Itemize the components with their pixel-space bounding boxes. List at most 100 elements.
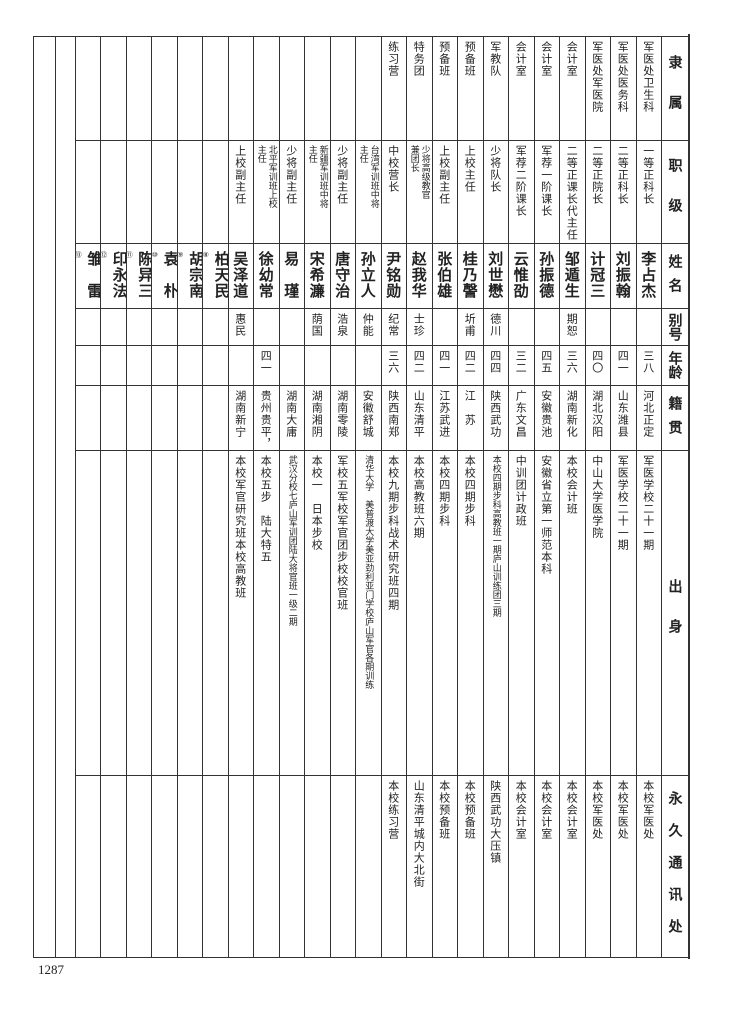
cell-address [151,775,177,957]
cell-rank: 少将副主任 [330,140,356,243]
record-origin: 本校四期步科高教班一期庐山训练团三期 [490,455,501,617]
cell-age: 四五 [534,345,560,385]
record-origin-text: 中训团计政班 [514,455,528,527]
record-name: 尹铭勋 [384,251,402,299]
rank-line: 二等正课长代主任 [565,145,579,241]
cell-native [151,385,177,450]
record-affiliation-text: 特务团 [412,41,426,77]
record-native: 广东文昌 [514,390,527,438]
record-origin-text: 本校九期步科战术研究班四期 [386,455,400,611]
record-alias: 浩泉 [336,313,349,337]
record-age: 四四 [489,350,502,374]
record-affiliation: 会计室 [565,41,578,77]
cell-origin [100,450,126,775]
record-age-text: 四五 [539,350,553,374]
cell-native: 山东潍县 [610,385,636,450]
record-address: 本校军医处 [642,780,655,840]
record-age-text: 三六 [565,350,579,374]
record-age: 三六 [387,350,400,374]
record-alias: 德川 [489,313,502,337]
cell-age [100,345,126,385]
cell-address: 本校军医处 [636,775,662,957]
record-origin-text: 本校四期步科高教班一期庐山训练团三期 [490,455,501,617]
cell-origin: 中山大学医学院 [585,450,611,775]
header-label: 隶属 [666,54,683,135]
header-address: 永久通讯处 [661,775,688,957]
footnote-marker: ⑩ [151,251,159,260]
cell-affiliation: 特务团 [406,36,432,140]
record-native: 湖南零陵 [336,390,349,438]
column-divider [55,36,56,957]
record-native-text: 安徽贵池 [539,390,553,438]
rank-line: 上校副主任 [437,145,451,205]
column-divider [533,36,535,957]
record-rank: 一等正科长 [642,145,655,205]
cell-address [330,775,356,957]
record-name: 桂乃謦 [461,251,479,299]
record-native-text: 陕西南郑 [386,390,400,438]
header-label: 别号 [666,312,683,341]
record-alias-text: 士珍 [412,313,426,337]
record-origin: 军校五军校军官团步校校官班 [336,455,349,611]
cell-age: 四二 [457,345,483,385]
record-name: 赵我华 [410,251,428,299]
cell-age: 三二 [508,345,534,385]
cell-native: 山东清平 [406,385,432,450]
record-origin: 军医学校二十一期 [616,455,629,551]
cell-age [126,345,152,385]
rank-line: 中校营长 [386,145,400,193]
cell-address [75,775,101,957]
cell-age [279,345,305,385]
record-name-text: 胡宗南 [187,251,202,299]
footnote-marker: ⑨ [176,251,185,260]
cell-address: 本校会计室 [508,775,534,957]
record-name: 李占杰 [639,251,657,299]
record-native-text: 湖南新宁 [233,390,247,438]
record-native: 安徽贵池 [540,390,553,438]
record-rank: 中校营长 [387,145,400,193]
cell-address [228,775,254,957]
column-divider [584,36,586,957]
record-name-text: 易 瑾 [282,251,301,299]
cell-affiliation [330,36,356,140]
cell-affiliation: 军教队 [483,36,509,140]
cell-age [177,345,203,385]
cell-alias: 士珍 [406,308,432,345]
cell-rank: 上校主任 [457,140,483,243]
cell-native: 陕西武功 [483,385,509,450]
cell-name: 刘世懋 [483,243,509,308]
rank-line: 军荐二阶课长 [514,145,528,217]
cell-name: 徐幼常 [253,243,279,308]
record-address: 本校预备班 [438,780,451,840]
record-address-text: 本校会计室 [565,780,579,840]
column-divider [380,36,382,957]
record-name-text: 李占杰 [639,251,658,299]
column-divider [431,36,433,957]
record-alias-text: 仲能 [361,313,375,337]
record-origin: 本校一 日本步校 [310,455,323,551]
record-name-text: 赵我华 [409,251,428,299]
cell-alias: 期恕 [559,308,585,345]
record-origin: 本校军官研究班本校高教班 [234,455,247,599]
record-affiliation: 军教队 [489,41,502,77]
cell-affiliation: 预备班 [457,36,483,140]
row-divider [74,385,689,386]
record-affiliation-text: 预备班 [463,41,477,77]
record-rank: 台湾军训班中将 主任 [357,145,379,208]
cell-alias [432,308,458,345]
cell-name: 尹铭勋 [381,243,407,308]
record-affiliation-text: 会计室 [514,41,528,77]
record-address: 本校预备班 [463,780,476,840]
record-native: 陕西武功 [489,390,502,438]
rank-line: 新疆军训班中将 [317,145,328,208]
record-name: 陈异三 ⑪ [126,251,152,299]
record-address-text: 本校会计室 [539,780,553,840]
cell-name: 唐守治 [330,243,356,308]
column-divider [74,36,76,957]
cell-alias [100,308,126,345]
record-address-text: 本校军医处 [641,780,655,840]
row-divider [74,345,689,346]
cell-affiliation: 会计室 [534,36,560,140]
cell-rank [126,140,152,243]
